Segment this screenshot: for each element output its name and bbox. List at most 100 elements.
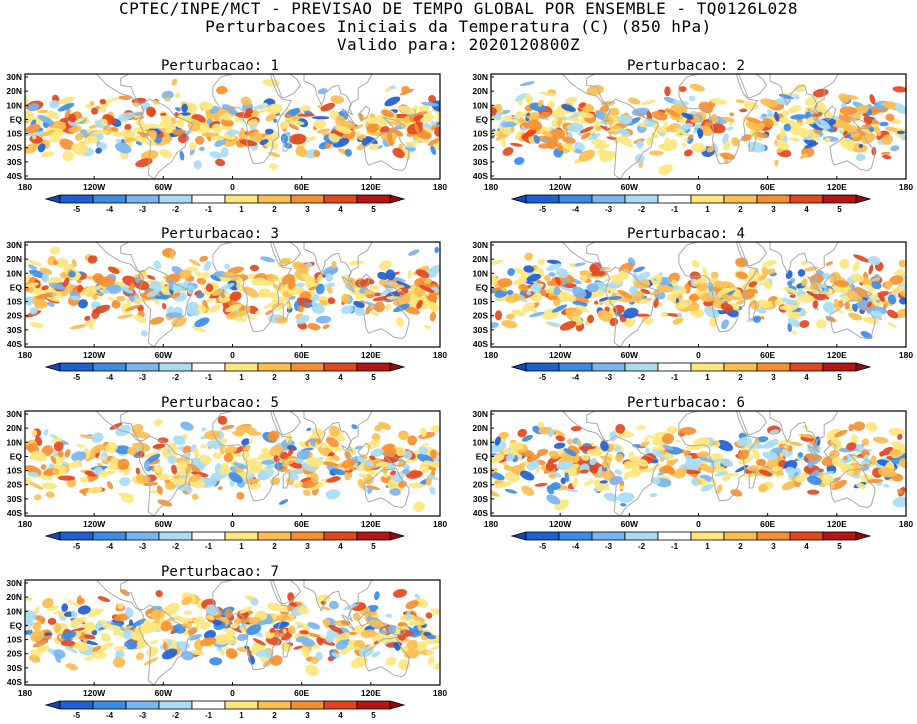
anomaly-cell bbox=[870, 277, 881, 282]
anomaly-cell bbox=[54, 653, 61, 663]
anomaly-cell bbox=[788, 105, 802, 113]
anomaly-cell bbox=[193, 160, 202, 170]
anomaly-cell bbox=[779, 130, 786, 140]
anomaly-cell bbox=[600, 440, 609, 452]
anomaly-cell bbox=[31, 429, 38, 437]
anomaly-cell bbox=[222, 104, 237, 115]
anomaly-cell bbox=[513, 268, 531, 277]
lon-label: 120E bbox=[361, 350, 381, 360]
anomaly-cell bbox=[413, 111, 428, 117]
anomaly-cell bbox=[79, 287, 92, 296]
anomaly-cell bbox=[269, 162, 278, 170]
lon-label: 120E bbox=[361, 182, 381, 192]
anomaly-cell bbox=[716, 440, 734, 452]
anomaly-cell bbox=[788, 441, 803, 447]
anomaly-cell bbox=[407, 435, 418, 446]
anomaly-cell bbox=[420, 114, 435, 123]
anomaly-cell bbox=[767, 109, 774, 119]
anomaly-cell bbox=[68, 113, 77, 123]
anomaly-cell bbox=[511, 309, 526, 317]
lon-label: 180 bbox=[899, 350, 913, 360]
anomaly-cell bbox=[699, 463, 714, 474]
anomaly-cell bbox=[604, 306, 610, 312]
anomaly-cell bbox=[678, 86, 687, 92]
lat-label: 30S bbox=[473, 157, 488, 167]
anomaly-cell bbox=[655, 273, 663, 284]
anomaly-cell bbox=[722, 144, 731, 151]
anomaly-cell bbox=[100, 105, 107, 113]
anomaly-cell bbox=[135, 652, 145, 661]
colorbar-box bbox=[59, 194, 94, 204]
anomaly-cell bbox=[286, 301, 293, 310]
anomaly-cell bbox=[806, 468, 815, 473]
anomaly-cell bbox=[433, 663, 440, 670]
anomaly-cell bbox=[43, 632, 52, 636]
anomaly-cell bbox=[886, 309, 899, 319]
lon-label: 180 bbox=[18, 182, 32, 192]
colorbar-box bbox=[59, 531, 94, 541]
lat-label: 20N bbox=[6, 254, 22, 264]
anomaly-cell bbox=[297, 607, 310, 615]
anomaly-cell bbox=[135, 158, 153, 168]
anomaly-cell bbox=[217, 486, 223, 490]
anomaly-cell bbox=[599, 480, 608, 484]
anomaly-cell bbox=[195, 135, 205, 145]
coastline bbox=[95, 411, 141, 443]
anomaly-cell bbox=[790, 114, 808, 120]
anomaly-cell bbox=[799, 320, 810, 328]
anomaly-cell bbox=[49, 282, 67, 290]
anomaly-cell bbox=[797, 452, 804, 458]
anomaly-cell bbox=[691, 142, 707, 153]
anomaly-cell bbox=[380, 109, 394, 118]
anomaly-cell bbox=[85, 622, 96, 632]
anomaly-cell bbox=[839, 106, 857, 116]
colorbar-box bbox=[822, 531, 857, 541]
anomaly-cell bbox=[558, 285, 574, 293]
lon-label: 0 bbox=[696, 182, 701, 192]
anomaly-cell bbox=[224, 445, 238, 454]
anomaly-cell bbox=[785, 466, 796, 475]
anomaly-cell bbox=[798, 293, 815, 303]
anomaly-cell bbox=[146, 106, 156, 118]
anomaly-cell bbox=[499, 126, 512, 135]
anomaly-cell bbox=[406, 639, 418, 650]
anomaly-cell bbox=[236, 282, 244, 292]
lat-label: 10N bbox=[472, 268, 488, 278]
colorbar-over-arrow bbox=[389, 700, 406, 710]
colorbar-label: 5 bbox=[371, 542, 376, 551]
anomaly-cell bbox=[117, 112, 135, 121]
anomaly-cell bbox=[887, 294, 897, 305]
colorbar-box bbox=[59, 700, 94, 710]
colorbar-label: 5 bbox=[837, 373, 842, 382]
colorbar-label: 3 bbox=[305, 542, 310, 551]
anomaly-cell bbox=[49, 434, 58, 439]
colorbar-label: 3 bbox=[771, 373, 776, 382]
anomaly-cell bbox=[627, 468, 642, 478]
colorbar-box bbox=[92, 531, 127, 541]
anomaly-cell bbox=[145, 123, 161, 129]
anomaly-cell bbox=[761, 266, 769, 277]
anomaly-cell bbox=[649, 150, 664, 156]
anomaly-cell bbox=[85, 135, 99, 144]
coastline bbox=[282, 637, 291, 658]
colorbar-box bbox=[756, 362, 791, 372]
anomaly-cell bbox=[430, 425, 440, 433]
anomaly-cell bbox=[92, 130, 110, 135]
anomaly-cell bbox=[527, 119, 542, 131]
colorbar-label: -1 bbox=[671, 542, 679, 551]
anomaly-cell bbox=[218, 467, 231, 475]
anomaly-cell bbox=[38, 129, 55, 138]
anomaly-cell bbox=[556, 460, 574, 470]
lat-label: 30N bbox=[6, 409, 22, 419]
lat-label: 10N bbox=[6, 606, 22, 616]
anomaly-cell bbox=[662, 444, 674, 451]
anomaly-cell bbox=[188, 633, 202, 641]
anomaly-cell bbox=[288, 279, 296, 290]
anomaly-cell bbox=[738, 454, 754, 465]
colorbar-label: 2 bbox=[272, 373, 277, 382]
anomaly-cell bbox=[349, 645, 361, 650]
anomaly-cell bbox=[880, 151, 891, 156]
anomaly-cell bbox=[834, 429, 848, 438]
lat-label: 10S bbox=[7, 297, 22, 307]
lat-label: EQ bbox=[10, 620, 23, 630]
